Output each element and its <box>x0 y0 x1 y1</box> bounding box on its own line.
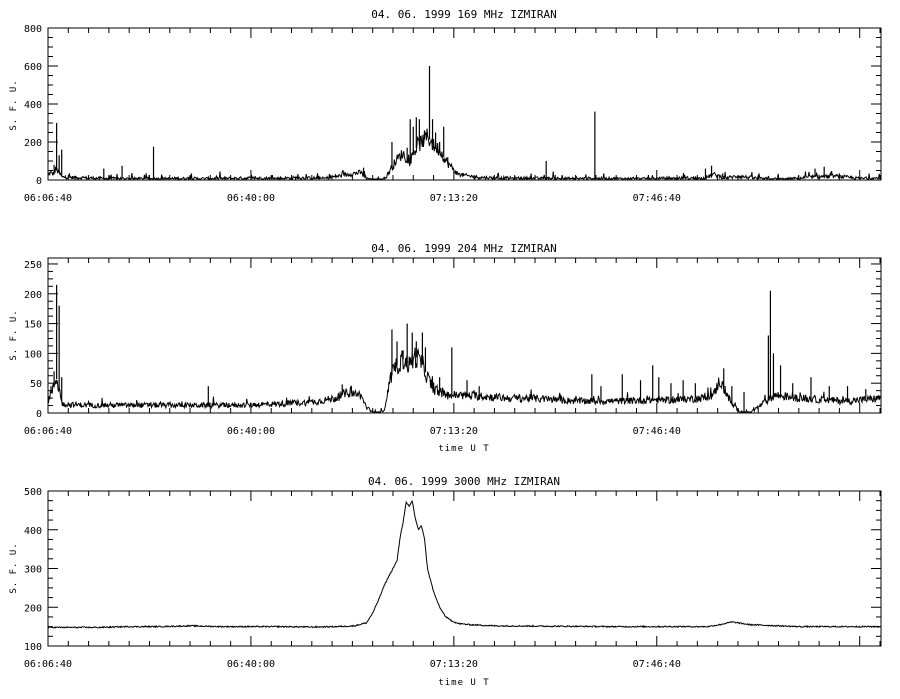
y-tick-label: 200 <box>24 138 42 149</box>
plot-frame <box>47 27 882 181</box>
chart-title: 04. 06. 1999 204 MHz IZMIRAN <box>371 242 556 255</box>
y-ticks: 0 50 100 150 200 250 <box>24 260 881 420</box>
y-tick-label: 500 <box>24 487 42 498</box>
y-tick-label: 400 <box>24 100 42 111</box>
x-tick-label: 06:06:40 <box>24 193 72 204</box>
y-tick-label: 250 <box>24 260 42 271</box>
data-series <box>47 284 882 413</box>
x-tick-label: 06:40:00 <box>227 426 275 437</box>
y-ticks: 0 200 400 600 800 <box>24 24 881 187</box>
x-tick-label: 06:06:40 <box>24 426 72 437</box>
series-line <box>47 499 882 629</box>
y-tick-label: 400 <box>24 526 42 537</box>
x-tick-label: 07:46:40 <box>633 193 681 204</box>
chart-title: 04. 06. 1999 169 MHz IZMIRAN <box>371 8 556 21</box>
panel-169mhz: 04. 06. 1999 169 MHz IZMIRAN S. F. U. 0 2… <box>9 8 882 204</box>
x-axis-label: time U T <box>438 678 489 688</box>
y-tick-label: 300 <box>24 565 42 576</box>
y-tick-label: 0 <box>36 409 42 420</box>
x-axis-label: time U T <box>438 444 489 454</box>
y-tick-label: 150 <box>24 320 42 331</box>
plot-frame <box>47 257 882 414</box>
plot-frame <box>47 490 882 647</box>
x-ticks: 06:06:40 06:40:00 07:13:20 07:46:40 <box>24 28 881 204</box>
y-axis-label: S. F. U. <box>9 542 19 593</box>
y-axis-label: S. F. U. <box>9 79 19 130</box>
series-line <box>47 347 882 413</box>
y-tick-label: 100 <box>24 642 42 653</box>
y-tick-label: 0 <box>36 176 42 187</box>
data-series <box>47 66 882 181</box>
x-tick-label: 06:06:40 <box>24 659 72 670</box>
y-ticks: 100 200 300 400 500 <box>24 487 881 653</box>
data-series <box>47 499 882 629</box>
x-tick-label: 07:46:40 <box>633 426 681 437</box>
panel-3000mhz: 04. 06. 1999 3000 MHz IZMIRAN S. F. U. t… <box>9 475 882 688</box>
x-ticks: 06:06:40 06:40:00 07:13:20 07:46:40 <box>24 258 881 437</box>
y-tick-label: 600 <box>24 62 42 73</box>
chart-title: 04. 06. 1999 3000 MHz IZMIRAN <box>368 475 560 488</box>
x-tick-label: 07:13:20 <box>430 426 478 437</box>
x-tick-label: 07:46:40 <box>633 659 681 670</box>
x-ticks: 06:06:40 06:40:00 07:13:20 07:46:40 <box>24 491 881 670</box>
x-tick-label: 07:13:20 <box>430 659 478 670</box>
y-tick-label: 200 <box>24 603 42 614</box>
y-tick-label: 200 <box>24 290 42 301</box>
x-tick-label: 07:13:20 <box>430 193 478 204</box>
y-tick-label: 50 <box>30 379 42 390</box>
x-tick-label: 06:40:00 <box>227 193 275 204</box>
y-axis-label: S. F. U. <box>9 309 19 360</box>
x-tick-label: 06:40:00 <box>227 659 275 670</box>
panel-204mhz: 04. 06. 1999 204 MHz IZMIRAN S. F. U. ti… <box>9 242 882 454</box>
series-line <box>47 128 882 181</box>
y-tick-label: 100 <box>24 349 42 360</box>
y-tick-label: 800 <box>24 24 42 35</box>
